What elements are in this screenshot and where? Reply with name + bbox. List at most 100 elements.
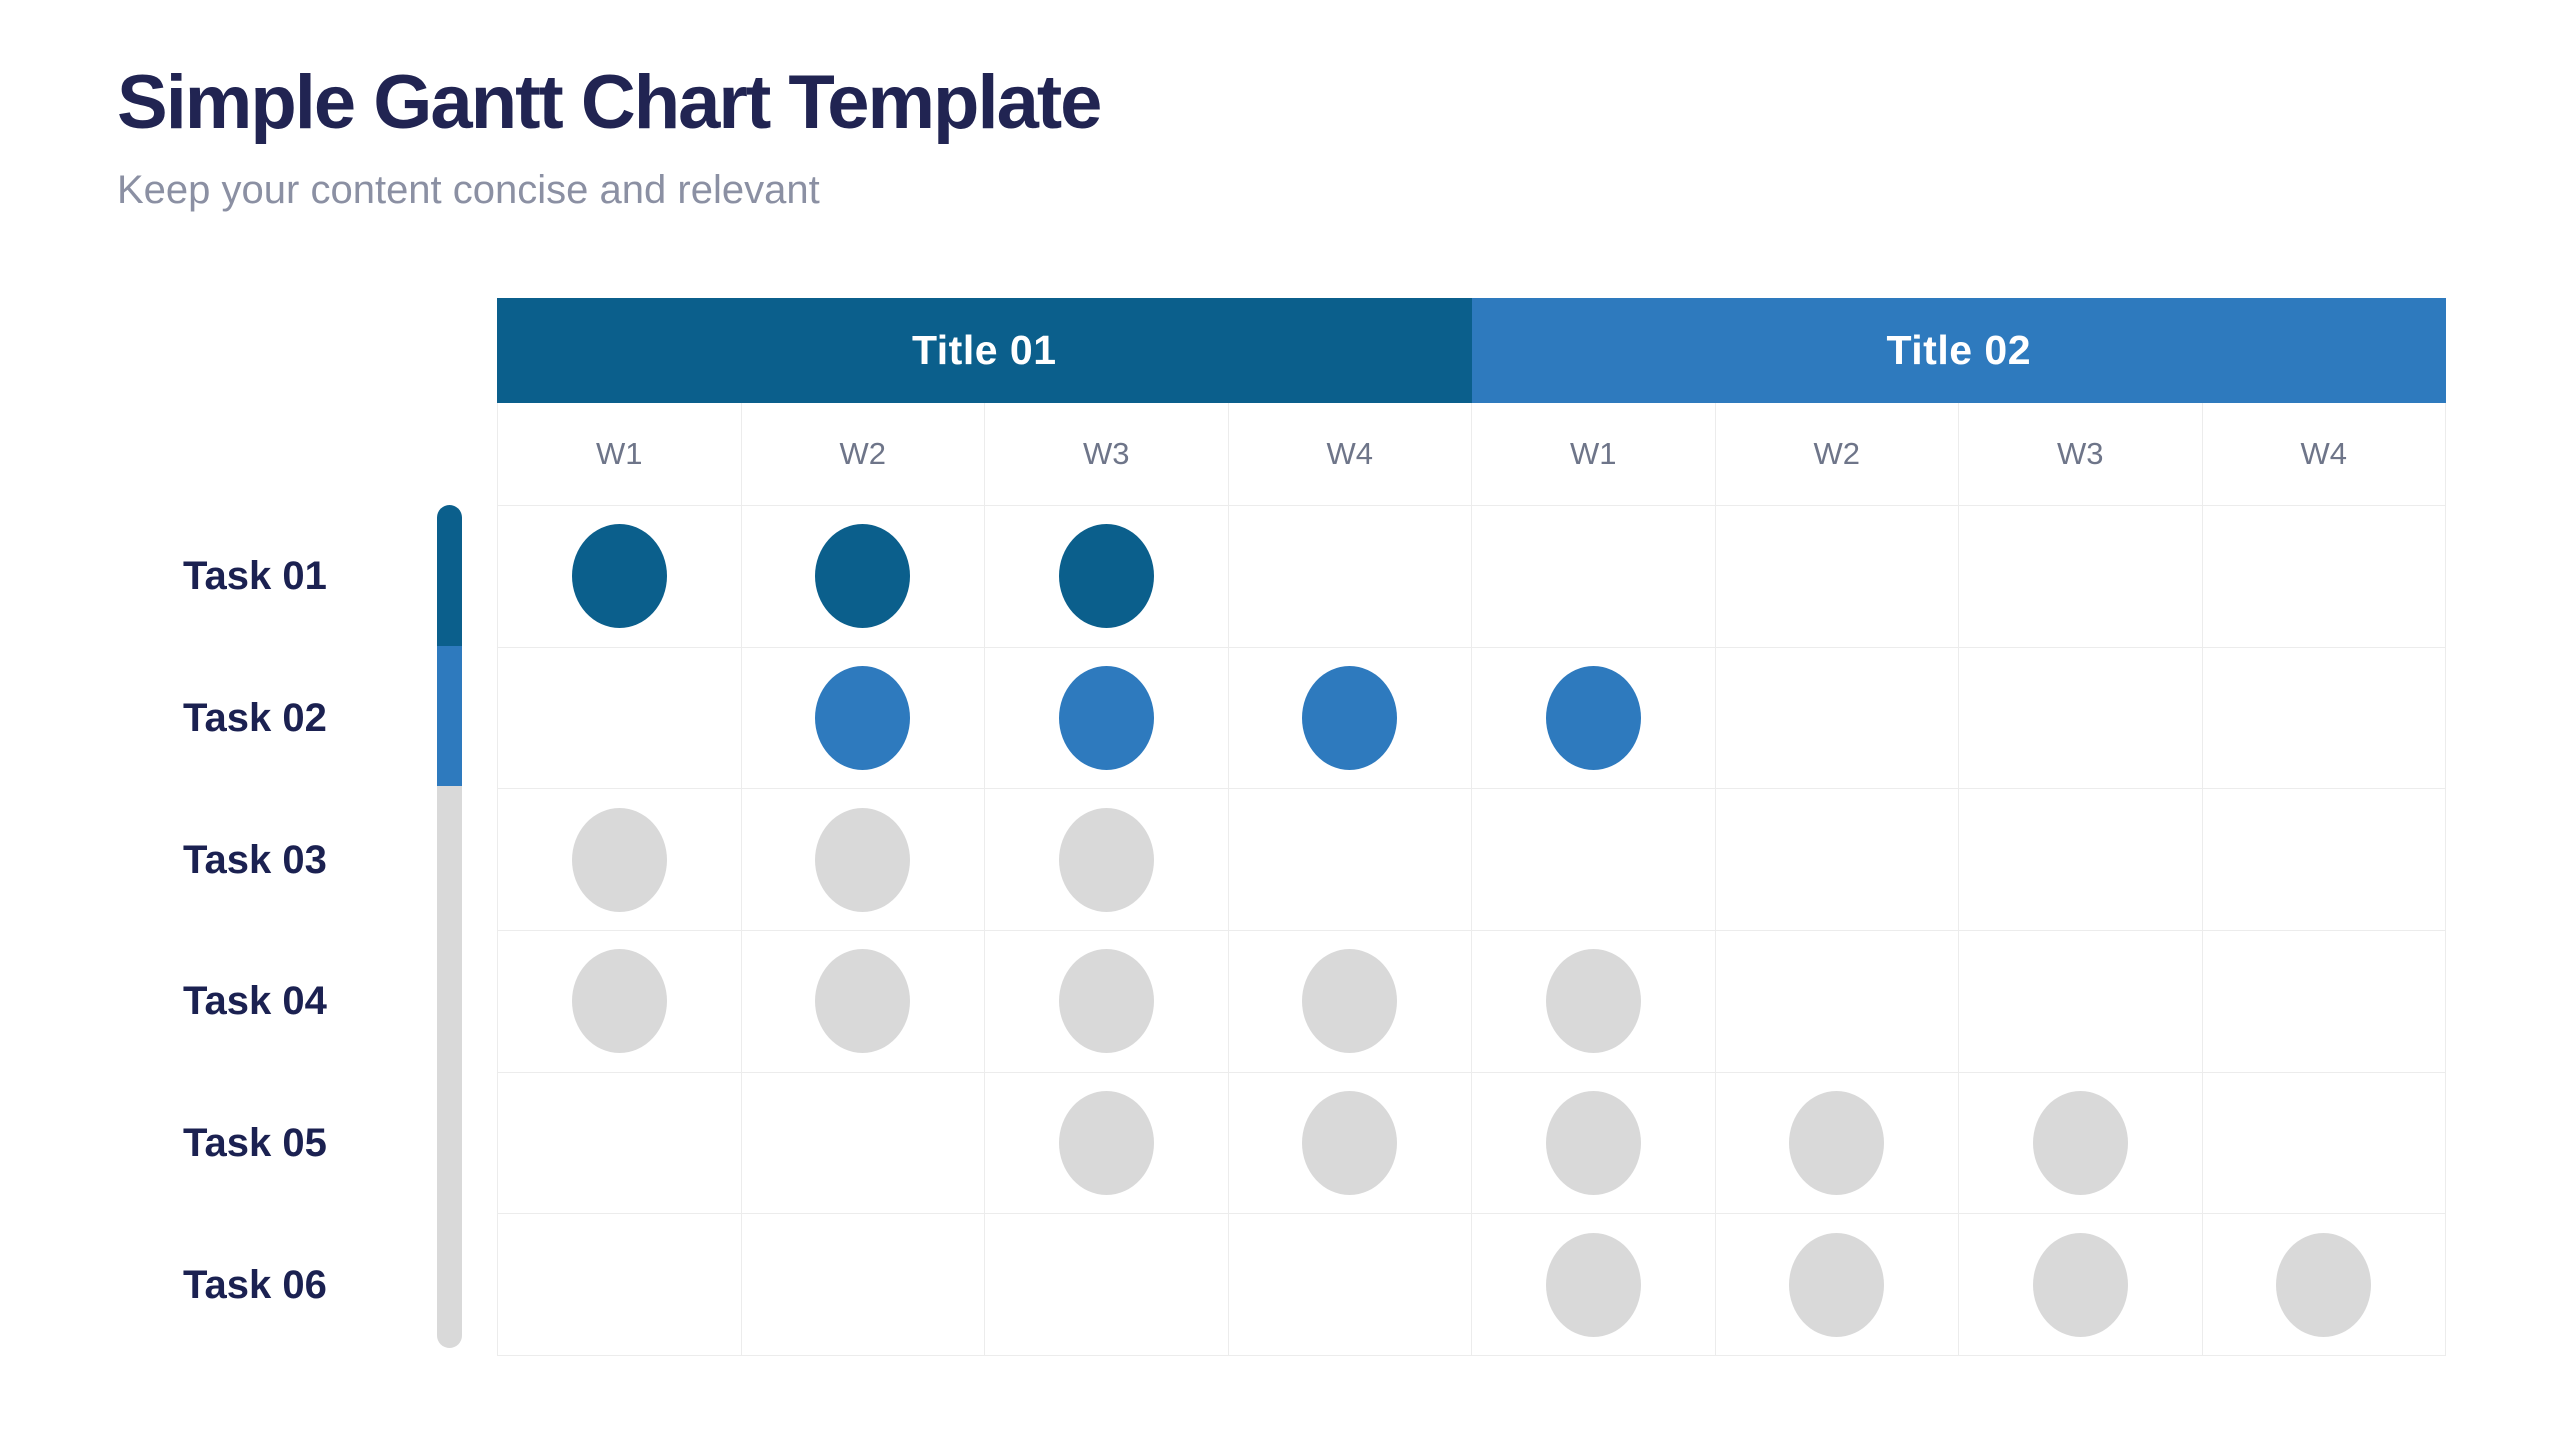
progress-bar — [437, 505, 462, 1348]
gantt-cell — [985, 789, 1229, 931]
gantt-cell — [1716, 931, 1959, 1072]
week-header-t2-w3: W3 — [1959, 403, 2203, 505]
gantt-chart: Title 01 Title 02 W1 W2 W3 W4 W1 W2 W3 W4 — [497, 298, 2446, 1357]
gantt-cell — [2203, 647, 2446, 789]
gantt-cell — [1472, 789, 1716, 931]
gantt-cell — [498, 506, 742, 647]
gantt-dot-gray — [571, 807, 667, 912]
gantt-dot-gray — [815, 949, 911, 1054]
gantt-dot-dark — [1058, 524, 1154, 629]
gantt-cell — [1716, 789, 1959, 931]
gantt-dot-gray — [1789, 1232, 1885, 1337]
gantt-dot-dark — [571, 524, 667, 629]
task-row — [498, 1214, 2446, 1357]
task-label: Task 01 — [183, 554, 327, 599]
gantt-dot-gray — [815, 807, 911, 912]
task-row — [498, 789, 2446, 932]
gantt-dot-blue — [1302, 666, 1398, 771]
gantt-cell — [985, 1214, 1229, 1356]
gantt-cell — [1716, 1072, 1959, 1214]
gantt-cell — [742, 506, 985, 647]
gantt-cell — [1959, 506, 2203, 647]
gantt-cell — [742, 1072, 985, 1214]
gantt-cell — [498, 931, 742, 1072]
progress-bar-segment-blue — [437, 645, 462, 786]
week-header-row: W1 W2 W3 W4 W1 W2 W3 W4 — [497, 403, 2446, 506]
gantt-cell — [1229, 1072, 1472, 1214]
gantt-dot-gray — [1058, 949, 1154, 1054]
gantt-cell — [1229, 647, 1472, 789]
gantt-cell — [1472, 1072, 1716, 1214]
gantt-cell — [498, 647, 742, 789]
week-header-t1-w2: W2 — [742, 403, 985, 505]
task-row — [498, 931, 2446, 1073]
page-header: Simple Gantt Chart Template Keep your co… — [117, 60, 1102, 213]
gantt-cell — [498, 1072, 742, 1214]
page-subtitle: Keep your content concise and relevant — [117, 168, 820, 213]
group-header-title-02: Title 02 — [1471, 298, 2446, 403]
gantt-cell — [2203, 789, 2446, 931]
gantt-dot-gray — [2032, 1091, 2128, 1196]
gantt-cell — [742, 1214, 985, 1356]
gantt-cell — [742, 931, 985, 1072]
task-label: Task 02 — [183, 696, 327, 741]
gantt-cell — [1959, 1072, 2203, 1214]
task-labels-column: Task 01 Task 02 Task 03 Task 04 Task 05 Task … — [183, 506, 393, 1356]
gantt-dot-blue — [815, 666, 911, 771]
task-label: Task 04 — [183, 979, 327, 1024]
week-header-t1-w3: W3 — [985, 403, 1229, 505]
gantt-dot-blue — [1545, 666, 1641, 771]
week-header-t2-w1: W1 — [1472, 403, 1716, 505]
gantt-dot-gray — [1302, 1091, 1398, 1196]
gantt-cell — [498, 789, 742, 931]
task-label: Task 06 — [183, 1262, 327, 1307]
task-label: Task 03 — [183, 837, 327, 882]
gantt-cell — [1959, 1214, 2203, 1356]
gantt-cell — [1229, 931, 1472, 1072]
gantt-dot-gray — [1058, 807, 1154, 912]
week-header-t1-w4: W4 — [1229, 403, 1472, 505]
gantt-cell — [1959, 647, 2203, 789]
gantt-dot-gray — [1545, 1232, 1641, 1337]
gantt-dot-gray — [1302, 949, 1398, 1054]
gantt-cell — [985, 506, 1229, 647]
gantt-grid-body — [497, 506, 2446, 1357]
task-label: Task 05 — [183, 1121, 327, 1166]
gantt-dot-gray — [1545, 949, 1641, 1054]
gantt-cell — [1472, 647, 1716, 789]
progress-bar-segment-dark — [437, 505, 462, 646]
task-row — [498, 647, 2446, 790]
gantt-cell — [2203, 931, 2446, 1072]
gantt-dot-gray — [1058, 1091, 1154, 1196]
gantt-cell — [2203, 506, 2446, 647]
gantt-cell — [985, 931, 1229, 1072]
task-row — [498, 506, 2446, 648]
gantt-cell — [2203, 1214, 2446, 1356]
gantt-dot-gray — [2276, 1232, 2372, 1337]
gantt-cell — [1472, 506, 1716, 647]
task-row — [498, 1072, 2446, 1215]
week-header-t2-w2: W2 — [1716, 403, 1959, 505]
gantt-dot-gray — [1545, 1091, 1641, 1196]
gantt-cell — [1472, 931, 1716, 1072]
gantt-dot-gray — [2032, 1232, 2128, 1337]
week-header-t1-w1: W1 — [498, 403, 742, 505]
page-title: Simple Gantt Chart Template — [117, 60, 1102, 145]
gantt-cell — [1229, 789, 1472, 931]
gantt-dot-blue — [1058, 666, 1154, 771]
gantt-cell — [1472, 1214, 1716, 1356]
gantt-cell — [1716, 1214, 1959, 1356]
progress-bar-segment-gray — [437, 786, 462, 1348]
gantt-cell — [1229, 506, 1472, 647]
gantt-cell — [985, 1072, 1229, 1214]
gantt-cell — [1716, 506, 1959, 647]
gantt-cell — [1716, 647, 1959, 789]
gantt-cell — [1959, 789, 2203, 931]
gantt-cell — [985, 647, 1229, 789]
gantt-dot-dark — [815, 524, 911, 629]
gantt-cell — [742, 647, 985, 789]
gantt-cell — [742, 789, 985, 931]
group-header-title-01: Title 01 — [497, 298, 1472, 403]
gantt-cell — [498, 1214, 742, 1356]
